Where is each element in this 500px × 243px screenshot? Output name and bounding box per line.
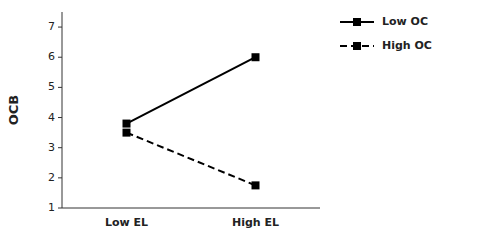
y-tick [58,117,62,118]
y-tick-label: 2 [48,171,55,184]
y-tick [58,177,62,178]
legend-label: Low OC [382,15,428,28]
y-tick-label: 1 [48,201,55,214]
series-marker [252,181,260,189]
plot-area [123,53,260,189]
y-tick [58,27,62,28]
y-tick-label: 7 [48,20,55,33]
legend-marker [353,42,361,50]
series-marker [123,129,131,137]
chart: 1 2 3 4 5 6 7 Low EL High EL OCB Low OC High OC [0,0,500,243]
series-line [127,57,256,123]
legend-marker [353,18,361,26]
y-tick [58,147,62,148]
x-tick-label: Low EL [105,216,148,229]
y-tick-label: 6 [48,50,55,63]
series-marker [123,120,131,128]
y-tick [58,57,62,58]
y-axis-label: OCB [6,95,21,126]
series-line [127,133,256,186]
y-tick [58,208,62,209]
x-tick-label: High EL [232,216,279,229]
y-tick [58,87,62,88]
legend: Low OC High OC [340,15,432,52]
x-axis-line [62,208,320,209]
y-tick-label: 3 [48,141,55,154]
y-tick-label: 4 [48,111,55,124]
legend-label: High OC [382,39,432,52]
series-marker [252,53,260,61]
y-axis-line [62,12,63,208]
chart-container: 1 2 3 4 5 6 7 Low EL High EL OCB Low OC High OC [0,0,500,243]
y-tick-label: 5 [48,80,55,93]
